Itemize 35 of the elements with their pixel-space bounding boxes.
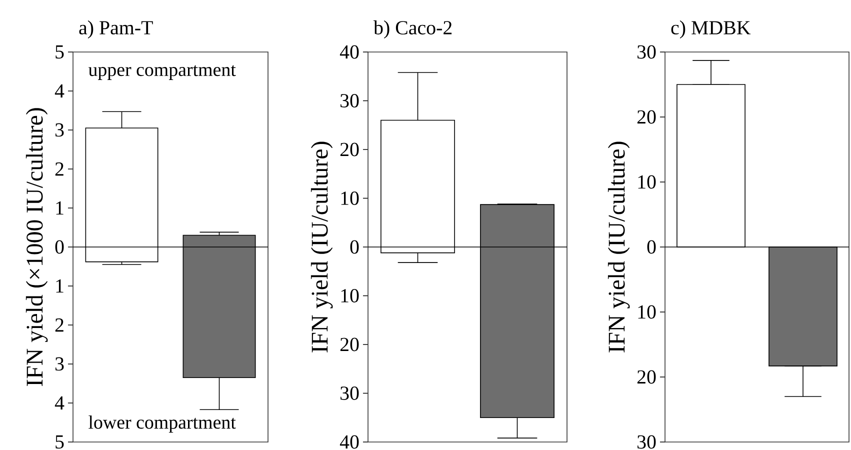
y-tick-label: 2 — [55, 318, 64, 332]
y-tick-label: 1 — [56, 201, 64, 215]
y-tick-label: 10 — [341, 289, 359, 302]
y-tick-label: 3 — [55, 123, 64, 137]
annotation: lower compartment — [88, 415, 236, 433]
y-tick-label: 4 — [54, 396, 64, 410]
y-tick-label: 2 — [55, 162, 64, 176]
y-tick-label: 30 — [340, 386, 359, 400]
y-axis-title: IFN yield (IU/culture) — [608, 142, 630, 352]
y-tick-label: 30 — [340, 94, 359, 108]
y-tick-label: 10 — [638, 175, 656, 189]
y-tick-label: 30 — [638, 45, 656, 59]
y-tick-label: 0 — [647, 240, 656, 254]
y-tick-label: 20 — [340, 338, 359, 352]
y-tick-label: 20 — [637, 370, 656, 384]
y-tick-label: 5 — [56, 45, 64, 59]
chart-title: b) Caco-2 — [374, 20, 452, 38]
y-tick-label: 20 — [340, 142, 359, 156]
annotation: upper compartment — [88, 65, 236, 80]
y-tick-label: 30 — [638, 435, 656, 449]
y-axis-title: IFN yield (IU/culture) — [310, 142, 333, 352]
y-tick-label: 0 — [350, 240, 359, 254]
y-tick-label: 3 — [55, 357, 64, 371]
y-tick-label: 10 — [638, 305, 656, 319]
chart-title: a) Pam-T — [79, 20, 153, 38]
y-tick-label: 40 — [340, 435, 359, 449]
y-tick-label: 0 — [55, 240, 64, 254]
y-tick-label: 5 — [56, 435, 64, 449]
chart-title: c) MDBK — [671, 20, 751, 38]
y-tick-label: 40 — [340, 45, 359, 59]
y-tick-label: 20 — [637, 110, 656, 124]
y-tick-label: 1 — [56, 279, 64, 293]
y-tick-label: 10 — [341, 192, 359, 205]
y-tick-label: 4 — [54, 84, 64, 98]
y-axis-title: IFN yield (×1000 IU/culture) — [26, 108, 48, 386]
